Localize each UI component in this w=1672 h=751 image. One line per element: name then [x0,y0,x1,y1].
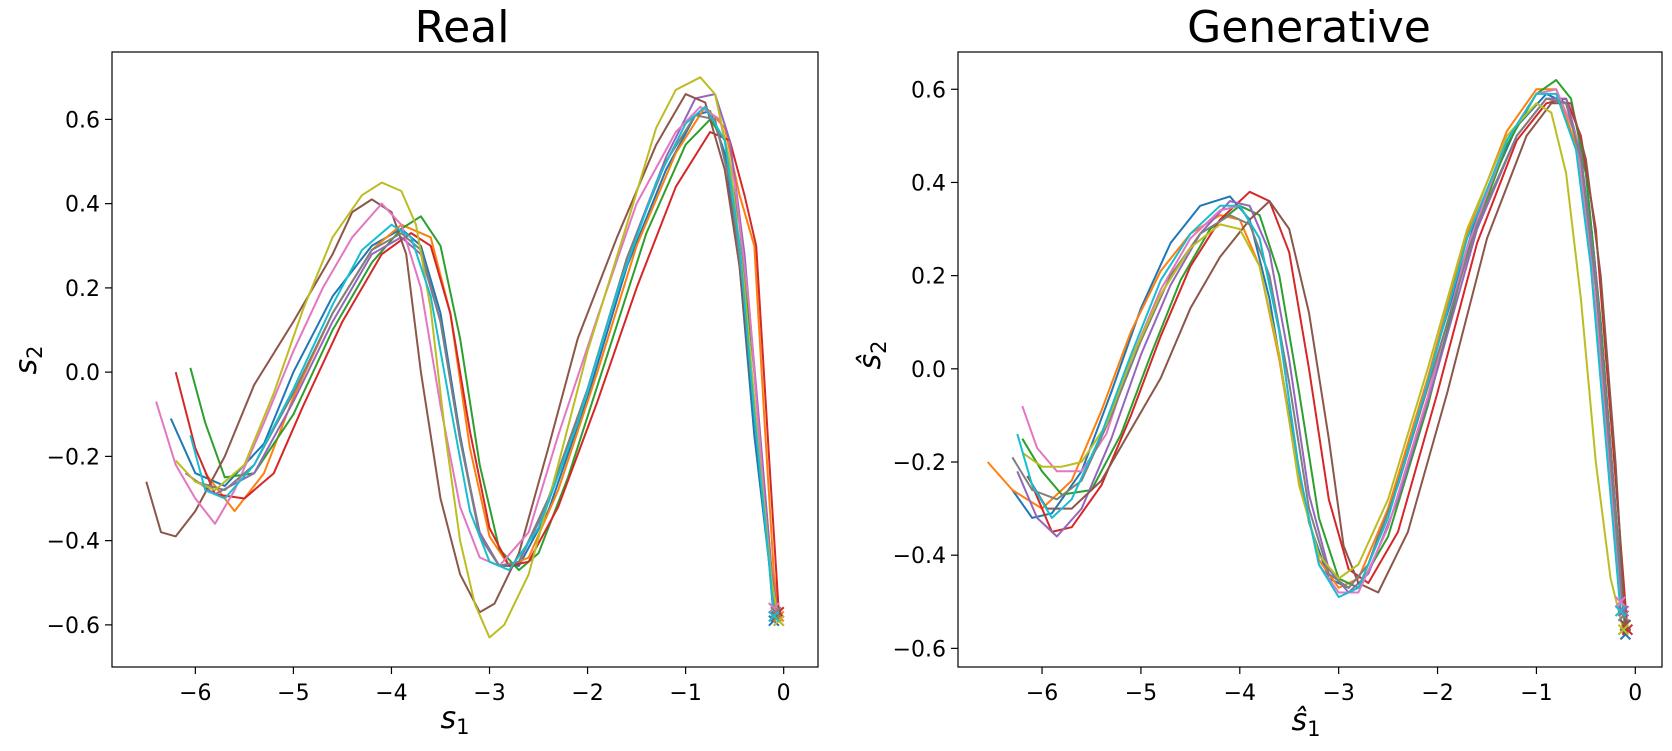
y-tick-label: 0.0 [911,358,946,383]
series-line-9 [174,76,780,639]
plot-area-generative: −6 −5 −4 −3 −2 −1 0 −0.6 −0.4 −0.2 0.0 0.2 0.4 0.6 [893,51,1663,706]
x-tick-label: −2 [571,681,603,706]
series-line-10 [189,105,775,617]
series-line-2 [204,105,780,617]
y-tick-label: −0.4 [47,530,100,555]
x-tick-label: 0 [777,681,791,706]
end-marker-5 [1617,605,1630,617]
x-tick-label: −5 [1125,681,1157,706]
y-axis-label-real: s2 [9,345,47,374]
x-tick-label: −1 [1520,681,1552,706]
x-tick-label: −6 [179,681,211,706]
y-tick-label: 0.6 [65,108,100,133]
y-tick-label: −0.6 [47,614,100,639]
chart-title-generative: Generative [1187,2,1431,53]
series-line-1 [169,110,775,621]
chart-panel-real: Real −6 −5 −4 −3 −2 −1 0 −0.6 −0.4 −0.2 0.0 0.2 0.4 0… [9,2,819,739]
x-tick-label: 0 [1628,681,1642,706]
x-tick-label: −4 [1224,681,1256,706]
plot-frame [957,51,1663,668]
x-tick-label: −6 [1026,681,1058,706]
x-tick-label: −5 [277,681,309,706]
x-tick-label: −2 [1421,681,1453,706]
y-tick-label: 0.2 [65,277,100,302]
end-marker-10 [1614,605,1627,617]
y-axis-label-generative: ŝ2 [853,340,891,369]
x-axis-label-generative: ŝ1 [1291,703,1320,741]
series-line-8 [195,114,777,613]
y-tick-label: 0.6 [911,78,946,103]
end-marker-7 [1614,596,1627,608]
series-line-9 [1021,102,1625,630]
series-line-10 [1016,92,1622,612]
y-tick-label: −0.4 [893,544,946,569]
x-tick-label: −3 [473,681,505,706]
series-line-8 [1011,97,1625,616]
y-tick-label: 0.4 [65,193,100,218]
y-tick-label: −0.6 [893,637,946,662]
y-tick-label: 0.2 [911,265,946,290]
y-tick-label: 0.0 [65,361,100,386]
series-line-6 [145,93,777,617]
x-tick-label: −4 [375,681,407,706]
chart-title-real: Real [415,2,510,53]
end-marker-10 [768,610,780,623]
x-axis-label-real: s1 [440,701,469,739]
series-line-6 [1026,102,1627,626]
series-lines [145,76,780,639]
plot-frame [111,51,819,668]
y-tick-label: −0.2 [47,445,100,470]
series-line-3 [1021,79,1627,626]
series-line-7 [155,105,775,609]
series-line-4 [174,131,780,613]
end-marker-9 [1617,624,1630,636]
x-tick-label: −1 [669,681,701,706]
chart-panel-generative: Generative −6 −5 −4 −3 −2 −1 0 −0.6 −0.4 −0.2 0.0 0… [853,2,1663,741]
series-line-5 [1016,97,1625,612]
x-tick-label: −3 [1322,681,1354,706]
y-tick-label: −0.2 [893,451,946,476]
series-lines [986,79,1629,635]
plot-area-real: −6 −5 −4 −3 −2 −1 0 −0.6 −0.4 −0.2 0.0 0.2 0.4 0.6 [47,51,819,706]
y-tick-label: 0.4 [911,171,946,196]
